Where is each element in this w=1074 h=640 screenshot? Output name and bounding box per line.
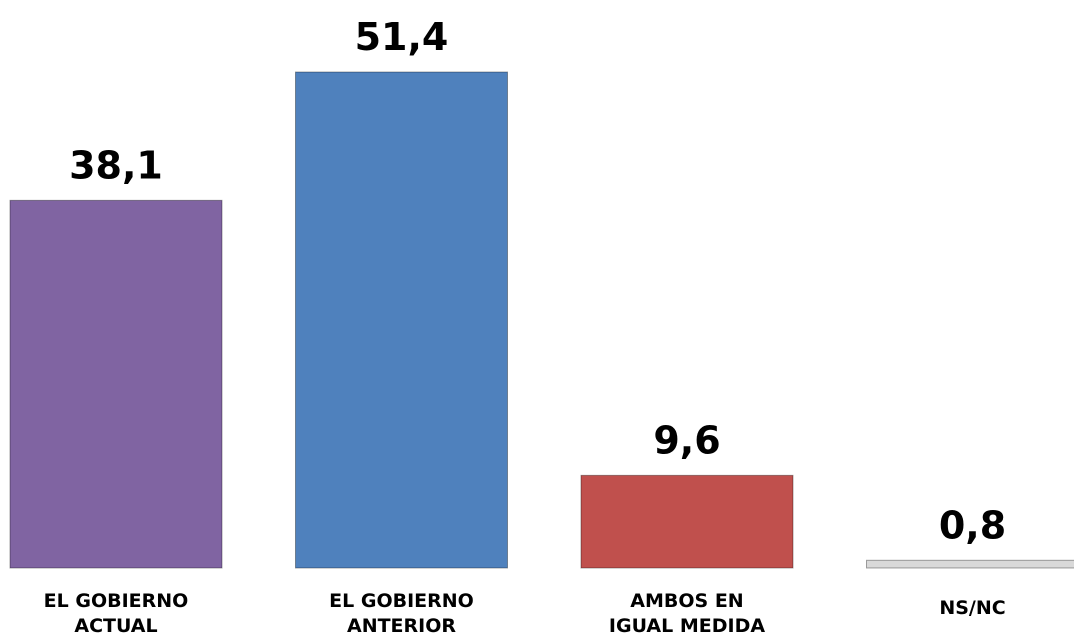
bar [866,559,1074,569]
category-label: EL GOBIERNO [44,590,189,612]
value-label: 0,8 [939,503,1006,547]
category-label: NS/NC [939,597,1005,619]
category-label: ACTUAL [74,615,157,637]
value-label: 9,6 [653,418,720,462]
category-label: ANTERIOR [347,615,456,637]
category-label: IGUAL MEDIDA [609,615,765,637]
category-label: EL GOBIERNO [329,590,474,612]
bar [580,474,794,569]
value-label: 51,4 [355,15,449,59]
bar [295,71,508,569]
category-label: AMBOS EN [630,590,743,612]
value-label: 38,1 [69,143,163,187]
bar [9,199,223,569]
